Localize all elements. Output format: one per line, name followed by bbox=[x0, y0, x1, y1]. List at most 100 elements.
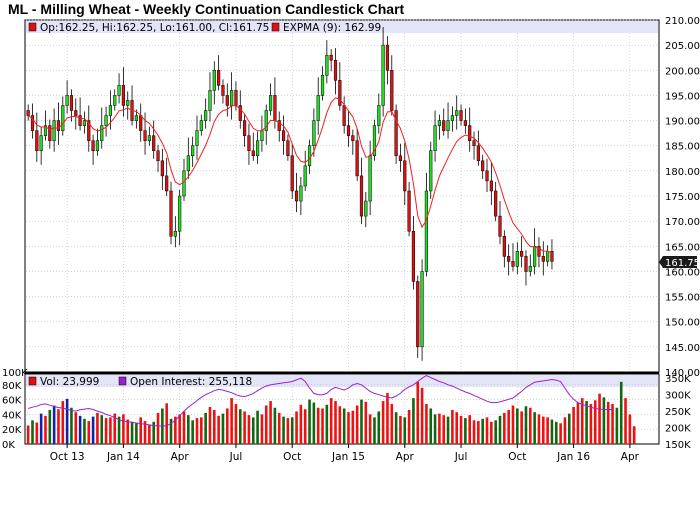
candle-body bbox=[359, 175, 364, 217]
volume-bar bbox=[156, 412, 160, 444]
volume-bar bbox=[230, 398, 233, 444]
volume-bar bbox=[420, 387, 424, 444]
volume-bar bbox=[611, 404, 614, 444]
volume-bar bbox=[130, 421, 134, 444]
volume-bar bbox=[368, 414, 372, 444]
volume-bar bbox=[260, 414, 264, 444]
volume-bar bbox=[195, 418, 199, 444]
volume-bar bbox=[524, 406, 528, 444]
volume-bar bbox=[572, 407, 575, 444]
volume-bar bbox=[624, 398, 627, 444]
price-axis-bottom-label: 140.00 bbox=[665, 368, 700, 379]
price-tick-label: 160.00 bbox=[665, 267, 700, 278]
volume-bar bbox=[355, 405, 359, 444]
candle-body bbox=[199, 120, 203, 131]
volume-bar bbox=[377, 411, 381, 444]
volume-bar bbox=[139, 417, 143, 444]
x-tick-label: Apr bbox=[396, 451, 415, 463]
volume-bar bbox=[503, 412, 506, 444]
volume-bar bbox=[83, 418, 86, 444]
volume-bar bbox=[563, 417, 567, 444]
candle-body bbox=[260, 130, 264, 141]
candle-body bbox=[212, 70, 216, 91]
candle-body bbox=[238, 105, 242, 121]
candle-body bbox=[243, 120, 247, 136]
expma-line bbox=[27, 97, 553, 254]
candle-body bbox=[420, 271, 424, 348]
price-tick-label: 195.00 bbox=[665, 91, 700, 102]
price-tick-label: 180.00 bbox=[665, 167, 700, 178]
candle-body bbox=[463, 120, 467, 126]
price-tick-label: 155.00 bbox=[665, 293, 700, 304]
volume-bar bbox=[143, 421, 147, 444]
volume-bar bbox=[152, 421, 155, 444]
chart-title: ML - Milling Wheat - Weekly Continuation… bbox=[8, 1, 405, 17]
candle-body bbox=[485, 170, 489, 182]
candle-body bbox=[173, 230, 177, 237]
volume-bar bbox=[256, 410, 259, 444]
candle-body bbox=[273, 95, 277, 121]
candle-body bbox=[294, 190, 299, 202]
expma-legend-swatch bbox=[271, 22, 280, 32]
candle-body bbox=[520, 251, 524, 257]
candle-body bbox=[247, 135, 251, 151]
volume-bar bbox=[472, 420, 476, 444]
volume-bar bbox=[217, 415, 220, 444]
candle-body bbox=[494, 190, 498, 217]
x-axis: Oct 13 Jan 14 Apr Jul Oct Jan 15 Apr Jul Oct Jan … bbox=[50, 444, 640, 463]
candle-body bbox=[281, 130, 286, 141]
volume-bar bbox=[338, 406, 342, 444]
volume-bar bbox=[511, 405, 515, 444]
volume-bar bbox=[329, 398, 333, 444]
candle-body bbox=[156, 150, 160, 162]
volume-bar bbox=[117, 416, 121, 444]
candle-body bbox=[403, 160, 407, 192]
x-tick-label: Oct bbox=[508, 451, 526, 463]
volume-bar bbox=[394, 412, 398, 444]
candle-body bbox=[325, 54, 329, 76]
candle-body bbox=[39, 135, 43, 151]
candle-body bbox=[195, 130, 199, 146]
candle-body bbox=[82, 120, 87, 126]
volume-legend-band bbox=[26, 375, 658, 387]
volume-bar bbox=[334, 401, 337, 444]
price-tick-label: 145.00 bbox=[665, 343, 700, 354]
volume-bar bbox=[113, 413, 117, 444]
volume-bar bbox=[381, 401, 385, 444]
volume-bar bbox=[238, 409, 242, 444]
candle-body bbox=[204, 110, 208, 121]
volume-bar bbox=[35, 422, 39, 444]
volume-bar bbox=[459, 415, 463, 444]
candle-body bbox=[541, 256, 545, 262]
candle-body bbox=[533, 246, 537, 267]
candle-body bbox=[56, 120, 61, 131]
volume-bar bbox=[39, 413, 43, 444]
volume-bars bbox=[26, 381, 636, 444]
candle-body bbox=[143, 130, 147, 141]
volume-bar bbox=[550, 419, 554, 444]
candle-body bbox=[87, 120, 91, 141]
candle-body bbox=[411, 230, 416, 282]
candle-body bbox=[165, 175, 169, 192]
candle-body bbox=[277, 120, 281, 131]
volume-bar bbox=[433, 414, 437, 444]
volume-bar bbox=[468, 415, 471, 444]
candle-body bbox=[26, 110, 30, 116]
volume-bar bbox=[386, 392, 389, 444]
volume-bar bbox=[351, 410, 355, 444]
volume-bar bbox=[135, 423, 138, 444]
candle-body bbox=[507, 256, 511, 262]
volume-bar bbox=[264, 405, 268, 444]
oi-tick-label: 150K bbox=[665, 440, 691, 451]
volume-bar bbox=[602, 397, 606, 444]
candle-body bbox=[234, 90, 238, 106]
ohlc-legend-text: Op:162.25, Hi:162.25, Lo:161.00, Cl:161.… bbox=[40, 22, 269, 34]
x-tick-label: Oct bbox=[283, 451, 301, 463]
candle-body bbox=[515, 251, 519, 267]
x-tick-label: Jul bbox=[229, 451, 243, 463]
volume-bar bbox=[148, 424, 151, 444]
candle-body bbox=[74, 110, 78, 116]
candle-body bbox=[546, 251, 550, 262]
volume-bar bbox=[446, 416, 450, 444]
